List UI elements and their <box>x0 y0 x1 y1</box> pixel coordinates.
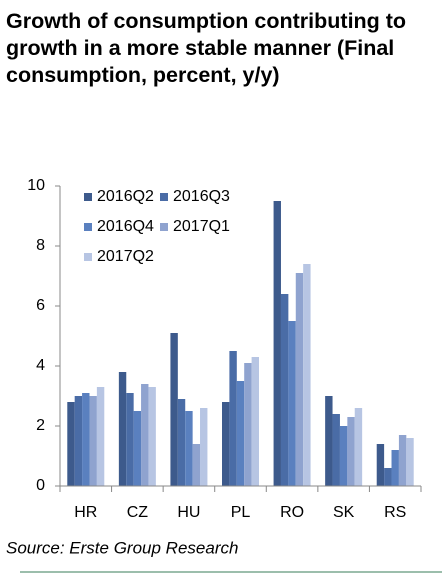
bar <box>74 396 83 486</box>
chart-title: Growth of consumption contributing to gr… <box>6 9 407 87</box>
bar <box>391 450 399 486</box>
bar <box>89 396 97 486</box>
bar <box>96 387 105 486</box>
bar <box>67 402 75 486</box>
legend-label: 2016Q4 <box>97 218 154 235</box>
legend-swatch <box>84 253 92 261</box>
legend-label: 2017Q2 <box>97 248 154 265</box>
y-tick-label: 2 <box>36 417 45 434</box>
legend-label: 2016Q2 <box>97 188 154 205</box>
bar <box>141 384 149 486</box>
x-tick-label: HR <box>74 504 97 521</box>
bar <box>200 408 208 486</box>
legend-swatch <box>160 223 168 231</box>
bar <box>118 372 127 486</box>
y-tick-label: 10 <box>27 177 45 194</box>
bar <box>185 411 193 486</box>
bar <box>332 414 340 486</box>
bar <box>303 264 311 486</box>
bar <box>325 396 333 486</box>
legend-swatch <box>84 223 92 231</box>
bar <box>406 438 414 486</box>
bar <box>251 357 259 486</box>
x-tick-label: PL <box>231 504 251 521</box>
bar <box>177 399 186 486</box>
bar <box>148 387 156 486</box>
bar <box>288 321 296 486</box>
y-tick-label: 0 <box>36 477 45 494</box>
y-tick-label: 8 <box>36 237 45 254</box>
x-tick-label: SK <box>333 504 355 521</box>
legend-swatch <box>160 193 168 201</box>
bar <box>244 363 252 486</box>
legend-label: 2016Q3 <box>173 188 230 205</box>
bar <box>280 294 289 486</box>
bar <box>192 444 201 486</box>
bar <box>347 417 355 486</box>
bar <box>170 333 178 486</box>
legend-label: 2017Q1 <box>173 218 230 235</box>
x-tick-label: CZ <box>127 504 149 521</box>
bar <box>133 411 142 486</box>
bar <box>222 402 230 486</box>
bar <box>295 273 304 486</box>
legend-swatch <box>84 193 92 201</box>
bar <box>82 393 90 486</box>
bar <box>384 468 392 486</box>
bar <box>236 381 245 486</box>
bar <box>273 201 281 486</box>
bar <box>229 351 237 486</box>
source: Source: Erste Group Research <box>6 538 238 557</box>
y-tick-label: 6 <box>36 297 45 314</box>
bar <box>398 435 407 486</box>
x-tick-label: HU <box>177 504 200 521</box>
bar <box>376 444 385 486</box>
bar <box>126 393 134 486</box>
bar <box>339 426 348 486</box>
bar <box>354 408 363 486</box>
x-tick-label: RS <box>384 504 406 521</box>
y-tick-label: 4 <box>36 357 45 374</box>
x-tick-label: RO <box>280 504 304 521</box>
